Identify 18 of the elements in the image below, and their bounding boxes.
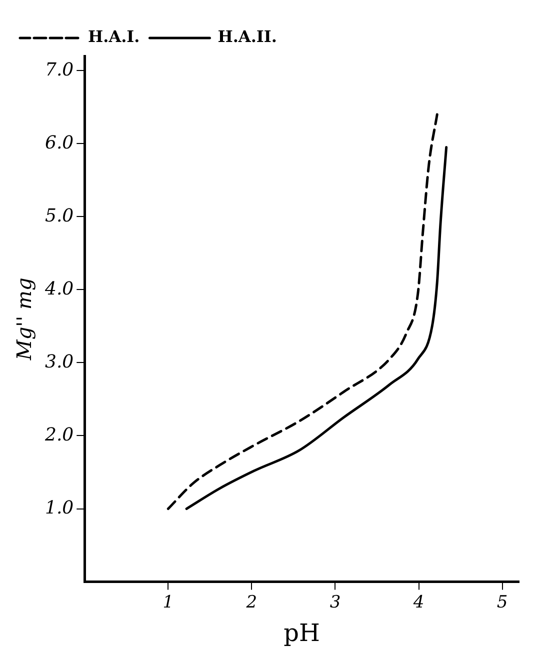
- y-tick-label: 7.0: [44, 59, 74, 80]
- x-tick-label: 1: [162, 592, 174, 612]
- legend-label: H.A.II.: [218, 27, 277, 46]
- legend-label: H.A.I.: [88, 27, 140, 46]
- y-tick-label: 6.0: [44, 132, 74, 154]
- y-tick-label: 5.0: [44, 205, 74, 226]
- x-tick-label: 5: [496, 592, 508, 612]
- x-tick-label: 4: [412, 592, 424, 612]
- x-axis-title: pH: [284, 618, 320, 647]
- x-tick-label: 2: [245, 592, 258, 612]
- x-tick-label: 3: [330, 592, 341, 612]
- y-tick-label: 3.0: [44, 351, 74, 372]
- line-series: [166, 113, 438, 510]
- line-series: [185, 146, 448, 510]
- y-axis-title: Mg'' mg: [12, 278, 36, 362]
- y-tick-label: 1.0: [44, 497, 74, 518]
- y-tick-label: 2.0: [44, 424, 74, 446]
- y-tick-label: 4.0: [44, 278, 74, 300]
